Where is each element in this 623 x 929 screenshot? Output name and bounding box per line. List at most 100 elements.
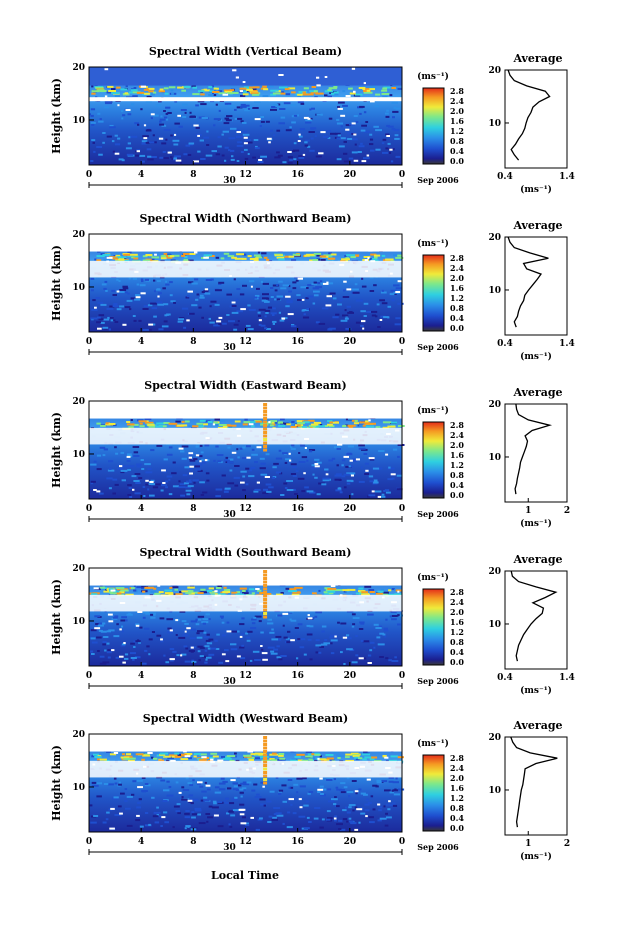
heatmap-cell — [265, 312, 269, 314]
heatmap-cell — [133, 646, 136, 648]
heatmap-cell — [143, 611, 149, 614]
heatmap-cell — [221, 621, 225, 624]
heatmap-cell — [298, 155, 304, 158]
heatmap-cell — [181, 753, 187, 756]
heatmap-cell — [200, 158, 206, 160]
heatmap-cell — [391, 615, 399, 617]
no-data-cell — [359, 601, 364, 604]
colorbar-tick-label: 0.0 — [450, 323, 464, 333]
heatmap-cell — [386, 816, 392, 819]
heatmap-cell — [297, 477, 305, 480]
heatmap-cell — [271, 638, 279, 641]
heatmap-cell — [330, 652, 335, 655]
heatmap-cell — [312, 426, 319, 429]
x-axis-label: Local Time — [211, 869, 279, 882]
no-data-cell — [397, 590, 400, 593]
heatmap-cell — [120, 589, 129, 592]
heatmap-cell — [174, 254, 180, 257]
profile-x-tick-label: 1 — [525, 839, 531, 849]
heatmap-cell — [387, 425, 396, 428]
heatmap-cell — [330, 257, 336, 260]
heatmap-cell — [240, 120, 244, 123]
heatmap-cell — [215, 256, 220, 259]
heatmap-cell — [130, 642, 135, 645]
heatmap-cell — [100, 321, 105, 324]
heatmap-cell — [141, 160, 145, 163]
heatmap-cell — [345, 465, 352, 468]
heatmap-cell — [333, 86, 338, 88]
heatmap-cell — [212, 91, 220, 93]
no-data-cell — [368, 249, 373, 252]
heatmap-cell — [120, 792, 125, 795]
heatmap-cell — [380, 495, 386, 498]
heatmap-cell — [361, 285, 367, 288]
heatmap-cell — [172, 650, 177, 653]
heatmap-cell — [319, 424, 323, 426]
heatmap-cell — [380, 315, 386, 318]
heatmap-cell — [135, 819, 141, 822]
no-data-cell — [239, 813, 245, 816]
heatmap-cell — [358, 788, 362, 791]
heatmap-cell — [118, 783, 122, 786]
heatmap-cell — [254, 100, 261, 103]
heatmap-cell — [366, 798, 369, 801]
heatmap-cell — [286, 489, 294, 491]
heatmap-cell — [346, 305, 351, 308]
heatmap-cell — [308, 424, 318, 427]
heatmap-cell — [201, 316, 204, 319]
no-data-cell — [288, 452, 291, 455]
heatmap-cell — [180, 494, 185, 497]
heatmap-cell — [241, 617, 245, 620]
heatmap-cell — [285, 637, 290, 640]
heatmap-cell — [220, 257, 225, 260]
heatmap-cell — [147, 304, 153, 307]
heatmap-cell — [274, 759, 281, 762]
no-data-cell — [388, 771, 393, 774]
heatmap-cell — [151, 631, 155, 633]
heatmap-cell — [263, 598, 268, 601]
heatmap-cell — [287, 811, 291, 814]
heatmap-cell — [318, 589, 321, 592]
no-data-cell — [294, 596, 299, 599]
heatmap-cell — [245, 824, 250, 827]
heatmap-cell — [323, 254, 332, 257]
heatmap-cell — [354, 283, 358, 286]
heatmap-cell — [336, 137, 341, 140]
colorbar-tick-label: 2.0 — [450, 106, 464, 116]
heatmap-cell — [251, 448, 255, 451]
heatmap-cell — [224, 255, 230, 258]
heatmap-cell — [146, 645, 150, 648]
colorbar-unit: (ms⁻¹) — [417, 572, 449, 583]
heatmap-cell — [205, 279, 212, 281]
heatmap-cell — [280, 592, 284, 594]
heatmap-cell — [144, 627, 150, 630]
heatmap-cell — [365, 88, 369, 91]
colorbar-tick-label: 0.4 — [450, 647, 464, 657]
heatmap-cell — [192, 86, 197, 89]
heatmap-cell — [358, 590, 366, 593]
heatmap-cell — [272, 314, 275, 316]
heatmap-cell — [310, 467, 315, 470]
heatmap-cell — [268, 486, 274, 489]
heatmap-cell — [197, 618, 202, 621]
heatmap-cell — [99, 118, 102, 121]
heatmap-cell — [272, 466, 277, 469]
heatmap-cell — [395, 589, 402, 592]
heatmap-cell — [266, 328, 271, 330]
heatmap-cell — [259, 420, 266, 423]
heatmap-cell — [242, 590, 246, 592]
heatmap-cell — [178, 125, 183, 128]
heatmap-cell — [207, 816, 214, 819]
x-tick-label: 16 — [291, 170, 304, 180]
heatmap-cell — [242, 104, 250, 107]
heatmap-cell — [355, 758, 360, 761]
heatmap-cell — [306, 287, 309, 289]
heatmap-cell — [397, 623, 401, 626]
no-data-cell — [184, 748, 190, 751]
heatmap-cell — [307, 284, 314, 287]
heatmap-cell — [280, 116, 286, 119]
heatmap-cell — [244, 590, 249, 593]
heatmap-cell — [128, 91, 133, 94]
no-data-cell — [213, 814, 219, 817]
heatmap-cell — [314, 419, 317, 422]
